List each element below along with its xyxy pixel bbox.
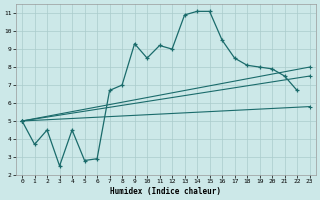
X-axis label: Humidex (Indice chaleur): Humidex (Indice chaleur) — [110, 187, 221, 196]
